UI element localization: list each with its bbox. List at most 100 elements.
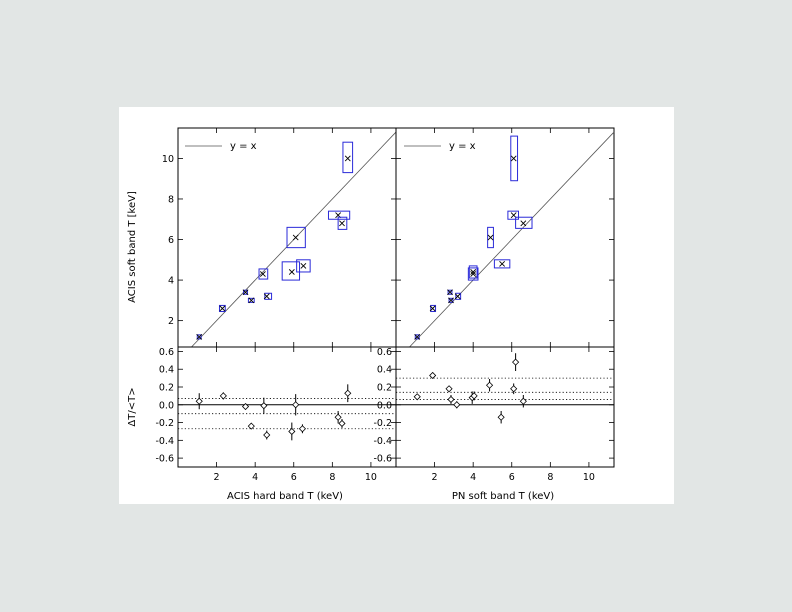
y-axis-label-top: ACIS soft band T [keV]	[127, 191, 138, 303]
y-tick-label: -0.6	[155, 454, 174, 465]
panel-frame	[395, 127, 615, 348]
error-box	[468, 265, 478, 279]
data-point	[448, 297, 454, 304]
data-point	[338, 419, 346, 428]
data-point	[344, 389, 352, 397]
error-box	[258, 268, 269, 280]
panel-frame	[395, 346, 615, 468]
x-tick-label: 6	[291, 472, 297, 483]
y-tick-label: 0.6	[159, 347, 174, 358]
data-point	[447, 395, 455, 404]
y-tick-label: 6	[168, 235, 174, 246]
error-box	[342, 141, 354, 174]
data-point	[470, 392, 478, 400]
y-tick-label: 0.0	[159, 400, 174, 411]
data-point	[219, 305, 226, 312]
data-point	[447, 289, 453, 296]
x-axis-label-right: PN soft band T (keV)	[452, 491, 554, 502]
y-tick-label: -0.6	[373, 454, 392, 465]
data-point	[247, 422, 255, 430]
figure: ACIS soft band T [keV] ΔT/<T> ACIS hard …	[127, 127, 615, 502]
y-axis-label-bottom: ΔT/<T>	[127, 387, 138, 426]
error-box	[264, 292, 273, 300]
y-tick-label: 0.2	[377, 383, 392, 394]
data-point	[414, 333, 421, 340]
error-box	[467, 267, 479, 281]
data-point	[219, 392, 227, 400]
data-point	[195, 397, 203, 405]
data-point	[241, 402, 250, 411]
data-point	[292, 234, 299, 241]
error-box	[493, 259, 511, 269]
y-tick-label: -0.4	[155, 436, 174, 447]
error-box	[448, 297, 454, 303]
error-box	[218, 304, 226, 313]
error-box	[507, 210, 520, 220]
data-point	[486, 381, 494, 389]
error-box	[286, 226, 306, 249]
data-point	[510, 385, 518, 393]
x-tick-label: 6	[509, 472, 515, 483]
error-box	[337, 216, 348, 230]
data-point	[344, 155, 351, 162]
y-tick-label: 2	[168, 316, 174, 327]
error-box	[196, 334, 202, 340]
x-tick-label: 4	[470, 472, 476, 483]
legend-label-right: y = x	[449, 141, 476, 152]
x-axis-label-left: ACIS hard band T (keV)	[227, 491, 343, 502]
data-point	[259, 271, 266, 277]
x-tick-label: 2	[214, 472, 220, 483]
data-point	[445, 385, 453, 393]
data-point	[248, 297, 255, 304]
y-tick-label: -0.2	[373, 418, 392, 429]
data-point	[512, 358, 520, 366]
data-point	[288, 427, 296, 436]
data-point	[334, 413, 342, 421]
y-tick-label: 8	[168, 194, 174, 205]
y-tick-label: -0.4	[373, 436, 392, 447]
data-point	[453, 401, 461, 409]
reference-line	[409, 131, 615, 348]
data-point	[413, 393, 421, 401]
y-tick-label: 4	[168, 276, 174, 287]
error-box	[281, 261, 301, 281]
data-point	[196, 333, 203, 340]
data-point	[510, 155, 517, 162]
error-box	[247, 297, 255, 303]
error-box	[296, 259, 311, 273]
data-point	[300, 262, 307, 269]
error-box	[455, 292, 462, 300]
data-point	[487, 234, 494, 241]
x-tick-label: 8	[329, 472, 335, 483]
error-box	[414, 334, 420, 340]
data-point	[260, 402, 268, 410]
data-point	[470, 271, 477, 277]
x-tick-label: 2	[432, 472, 438, 483]
data-point	[497, 413, 505, 421]
data-point	[242, 289, 249, 296]
error-box	[327, 210, 351, 220]
data-point	[520, 220, 527, 227]
y-tick-label: 0.2	[159, 383, 174, 394]
error-box	[510, 135, 519, 182]
legend-label-left: y = x	[230, 141, 257, 152]
data-point	[292, 401, 300, 409]
x-tick-label: 8	[547, 472, 553, 483]
error-box	[487, 226, 494, 249]
data-point	[298, 425, 306, 433]
y-tick-label: 0.0	[377, 400, 392, 411]
y-tick-label: 0.4	[377, 365, 392, 376]
y-tick-label: 0.4	[159, 365, 174, 376]
y-tick-label: -0.2	[155, 418, 174, 429]
error-box	[515, 216, 533, 229]
data-point	[454, 293, 461, 300]
x-tick-label: 10	[583, 472, 595, 483]
data-point	[339, 220, 345, 227]
data-point	[263, 293, 270, 300]
data-point	[499, 260, 506, 267]
y-tick-label: 10	[162, 154, 174, 165]
data-point	[263, 431, 271, 439]
data-point	[519, 397, 527, 405]
data-point	[429, 305, 436, 312]
data-point	[429, 371, 437, 380]
